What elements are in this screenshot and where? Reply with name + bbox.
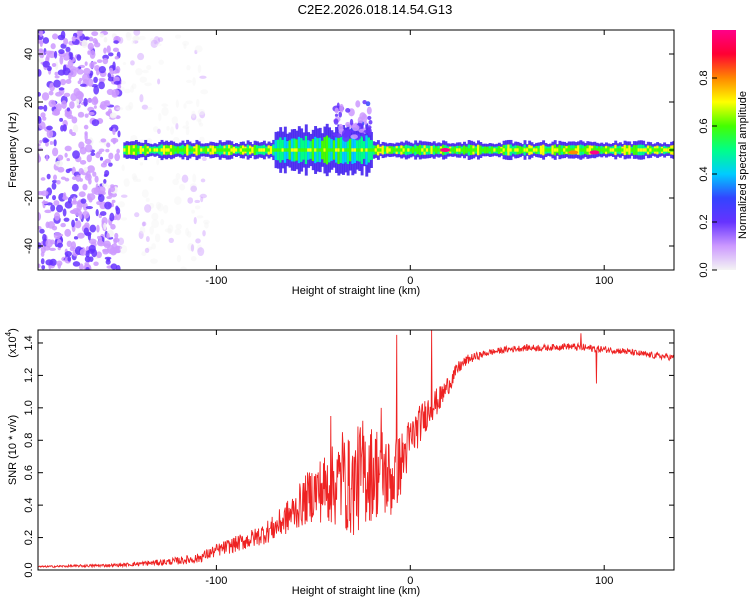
- colorbar-tick: 0.0: [698, 262, 710, 277]
- colorbar: 0.0 0.2 0.4 0.6 0.8 Normalized spectral ampl…: [698, 30, 749, 278]
- colorbar-tick: 0.6: [698, 118, 710, 133]
- colorbar-gradient: [712, 30, 736, 270]
- snr-ylabel: SNR (10 * v/v): [7, 415, 19, 485]
- snr-series-line: [38, 330, 674, 569]
- spectrogram-xtick: 100: [595, 275, 613, 287]
- svg-text:(x104): (x104): [4, 328, 19, 358]
- spectrogram-image: [38, 30, 674, 270]
- snr-xtick: 0: [407, 575, 413, 587]
- snr-ytick: 0.6: [23, 465, 35, 480]
- spectrogram-feature-peak: [568, 150, 579, 155]
- figure-title: C2E2.2026.018.14.54.G13: [298, 2, 453, 17]
- colorbar-tick: 0.4: [698, 166, 710, 181]
- spectrogram-ytick: -40: [23, 238, 35, 254]
- spectrogram-xtick: 0: [407, 275, 413, 287]
- spectrogram-feature-noise-scatter: [38, 30, 123, 270]
- snr-scale-prefix: (x10: [7, 336, 19, 357]
- snr-ytick: 1.0: [23, 400, 35, 415]
- spectrogram-ylabel: Frequency (Hz): [7, 112, 19, 188]
- snr-frame: [37, 329, 675, 571]
- colorbar-tick: 0.8: [698, 70, 710, 85]
- snr-ytick: 0.2: [23, 530, 35, 545]
- spectrogram-feature-upper-plume: [332, 100, 373, 142]
- colorbar-label: Normalized spectral amplitude: [737, 91, 749, 239]
- spectrogram-ytick: 0: [23, 147, 35, 153]
- spectrogram-ytick: 20: [23, 96, 35, 108]
- colorbar-tick: 0.2: [698, 214, 710, 229]
- spectrogram-xlabel: Height of straight line (km): [292, 285, 420, 297]
- spectrogram-feature-peak: [440, 148, 451, 152]
- snr-ytick: 0.8: [23, 433, 35, 448]
- snr-panel: -100 0 100 0.0 0.2 0.4 0.6 0.8 1.0 1.2 1.4 Height …: [4, 328, 675, 597]
- snr-xtick: -100: [205, 575, 227, 587]
- snr-plot-area: [38, 330, 674, 569]
- snr-scale-exponent: 4: [4, 331, 13, 336]
- spectrogram-ytick: -20: [23, 190, 35, 206]
- snr-ytick: 1.4: [23, 335, 35, 350]
- spectrogram-feature-carrier-band: [123, 139, 674, 161]
- spectrogram-panel: -100 0 100 40 20 0 -20 -40 Height of straight l…: [7, 29, 675, 297]
- snr-scale-label: (x104): [4, 328, 19, 358]
- spectrogram-feature-peak: [589, 150, 600, 155]
- snr-ytick: 1.2: [23, 368, 35, 383]
- snr-ytick: 0.0: [23, 562, 35, 577]
- snr-xtick: 100: [595, 575, 613, 587]
- spectrogram-feature-broadened-region: [274, 123, 373, 177]
- spectrogram-xtick: -100: [205, 275, 227, 287]
- snr-ytick: 0.4: [23, 497, 35, 512]
- snr-xlabel: Height of straight line (km): [292, 585, 420, 597]
- spectrogram-ytick: 40: [23, 48, 35, 60]
